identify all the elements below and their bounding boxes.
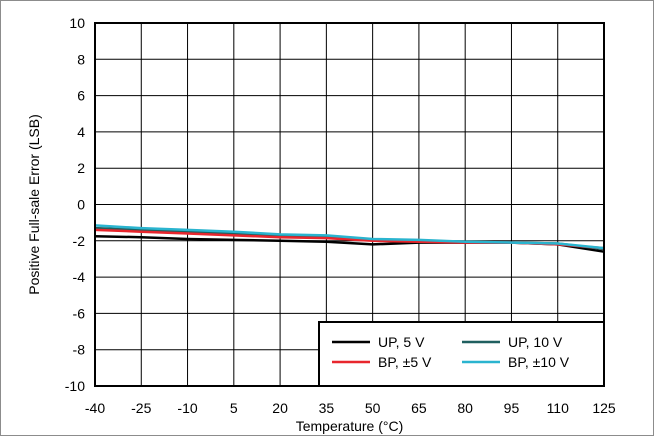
x-tick-label: -25 [131,400,151,416]
x-tick-label: 80 [457,400,473,416]
x-tick-label: 125 [592,400,616,416]
x-tick-label: 50 [365,400,381,416]
x-tick-label: 5 [230,400,238,416]
x-tick-label: 65 [411,400,427,416]
y-axis-title: Positive Full-sale Error (LSB) [26,114,42,295]
x-tick-label: 35 [319,400,335,416]
x-tick-label: 20 [272,400,288,416]
series-lines [94,224,605,253]
y-tick-label: -10 [65,378,85,394]
y-tick-label: 0 [77,197,85,213]
legend-label: UP, 5 V [378,334,425,350]
y-tick-label: -2 [73,233,86,249]
legend-box [318,321,605,387]
x-tick-label: 95 [504,400,520,416]
y-tick-label: 2 [77,160,85,176]
y-tick-label: 8 [77,51,85,67]
tick-labels: -40 -25 -10 5 20 35 50 65 80 95 110 1251086420-2-4-… [65,15,616,416]
legend-label: BP, ±10 V [508,354,570,370]
series-line-3 [94,224,605,250]
y-tick-label: 4 [77,124,85,140]
legend: UP, 5 V UP, 10 V BP, ±5 V BP, ±10 V [318,321,605,387]
x-tick-label: -10 [177,400,197,416]
y-tick-label: 10 [69,15,85,31]
x-axis-title: Temperature (°C) [296,418,404,434]
y-tick-label: -8 [73,342,86,358]
x-tick-label: -40 [85,400,105,416]
y-tick-label: 6 [77,88,85,104]
y-tick-label: -6 [73,305,86,321]
y-tick-label: -4 [73,269,86,285]
legend-label: UP, 10 V [508,334,563,350]
legend-label: BP, ±5 V [378,354,432,370]
x-tick-label: 110 [547,400,570,416]
